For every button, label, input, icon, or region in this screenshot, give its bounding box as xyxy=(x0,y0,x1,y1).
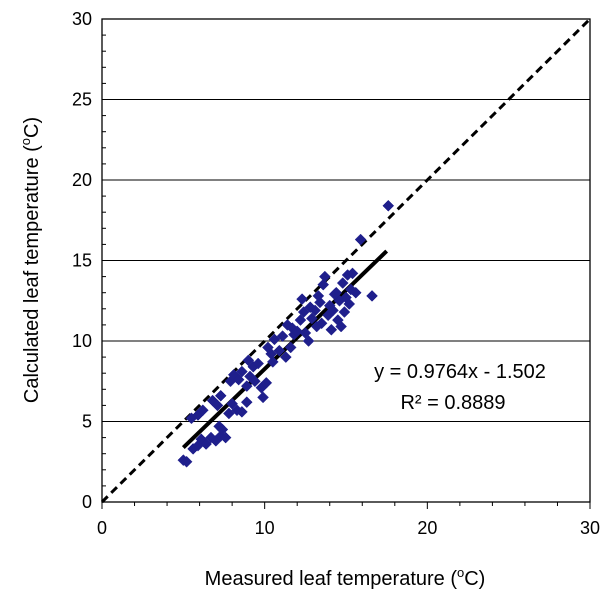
y-tick-label: 10 xyxy=(72,331,92,351)
data-point xyxy=(273,344,286,357)
data-point xyxy=(315,317,328,330)
data-point xyxy=(196,404,209,417)
data-point xyxy=(260,377,273,389)
x-axis-title: Measured leaf temperature (oC) xyxy=(205,565,486,590)
trendline xyxy=(181,249,389,450)
data-point xyxy=(180,455,193,468)
data-point xyxy=(343,298,356,310)
one-to-one-line xyxy=(100,17,592,504)
data-point xyxy=(354,233,367,246)
y-tick-label: 5 xyxy=(82,412,92,432)
data-point xyxy=(382,199,395,212)
plot-frame xyxy=(101,18,591,509)
x-tick-label: 0 xyxy=(97,518,107,538)
data-point xyxy=(291,325,304,338)
data-point xyxy=(309,304,321,317)
data-points xyxy=(177,199,395,468)
x-tick-label: 20 xyxy=(417,518,437,538)
data-point xyxy=(325,323,338,336)
y-tick-label: 15 xyxy=(72,251,92,271)
y-tick-label: 25 xyxy=(72,90,92,110)
data-point xyxy=(211,399,224,412)
data-point xyxy=(318,270,331,283)
data-point xyxy=(242,354,255,367)
data-point xyxy=(327,304,339,317)
y-tick-label: 30 xyxy=(72,9,92,29)
data-point xyxy=(252,357,265,370)
data-point xyxy=(336,277,349,289)
data-point xyxy=(366,290,378,302)
data-point xyxy=(335,320,347,333)
data-point xyxy=(284,341,297,354)
data-point xyxy=(216,423,229,436)
data-point xyxy=(257,391,269,404)
x-tick-label: 10 xyxy=(255,518,275,538)
data-point xyxy=(214,389,227,402)
data-point xyxy=(302,335,315,347)
data-point xyxy=(296,293,308,305)
regression-equation: y = 0.9764x - 1.502 xyxy=(374,361,546,383)
data-point xyxy=(276,330,289,343)
reference-lines xyxy=(100,17,592,504)
data-point xyxy=(317,278,330,291)
data-point xyxy=(240,396,253,409)
data-point xyxy=(349,286,362,299)
axis-labels: 0 5 10 15 20 25 30 0 10 20 30 xyxy=(72,9,600,538)
data-point xyxy=(249,375,261,388)
data-point xyxy=(279,351,292,363)
data-point xyxy=(346,267,359,280)
data-point xyxy=(240,380,253,392)
data-point xyxy=(312,290,325,302)
y-tick-label: 20 xyxy=(72,170,92,190)
data-point xyxy=(236,365,248,378)
data-point xyxy=(236,405,248,418)
y-axis-title: Calculated leaf temperature (oC) xyxy=(18,117,43,403)
x-tick-label: 30 xyxy=(580,518,600,538)
data-point xyxy=(266,356,279,368)
r-squared-label: R² = 0.8889 xyxy=(400,392,505,414)
data-point xyxy=(338,306,351,318)
y-tick-label: 0 xyxy=(82,492,92,512)
